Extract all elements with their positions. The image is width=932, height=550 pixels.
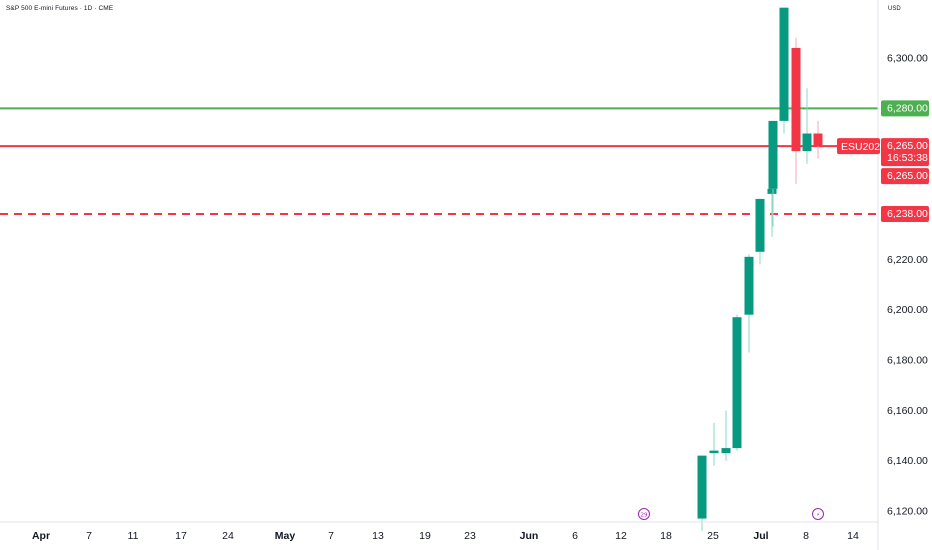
candle[interactable]	[721, 410, 731, 461]
y-tick-label: 6,220.00	[887, 254, 928, 266]
event-glyph: 29	[641, 513, 648, 519]
price-tag-last-extra[interactable]: 6,265.00	[881, 168, 929, 185]
x-tick-label: 12	[615, 530, 627, 542]
x-tick-label: 8	[803, 530, 809, 542]
candle-body	[709, 450, 719, 454]
x-tick-label: 25	[707, 530, 719, 542]
price-tag-resistance[interactable]: 6,280.00	[881, 100, 929, 117]
price-tag-resistance-text: 6,280.00	[887, 102, 928, 114]
candle[interactable]	[791, 37, 801, 184]
event-marker[interactable]: 29	[638, 508, 650, 520]
price-tag-last-extra-text: 6,265.00	[887, 170, 928, 182]
x-tick-label: 23	[464, 530, 476, 542]
y-tick-label: 6,200.00	[887, 304, 928, 316]
candle-body	[791, 47, 801, 152]
candle-body	[767, 188, 777, 194]
x-tick-label: May	[275, 530, 296, 542]
candle-body	[755, 198, 765, 252]
symbol-tag-text: ESU2025	[841, 141, 886, 153]
x-tick-label: 18	[660, 530, 672, 542]
x-tick-label: 24	[222, 530, 234, 542]
y-tick-label: 6,300.00	[887, 52, 928, 64]
candle[interactable]	[779, 7, 789, 134]
price-tag-support[interactable]: 6,238.00	[881, 206, 929, 223]
y-tick-label: 6,160.00	[887, 405, 928, 417]
x-tick-label: Jul	[753, 530, 768, 542]
x-tick-label: 14	[847, 530, 859, 542]
x-tick-label: 7	[86, 530, 92, 542]
candle-body	[813, 133, 823, 147]
candle[interactable]	[755, 198, 765, 265]
candle[interactable]	[744, 254, 754, 353]
price-tag-support-text: 6,238.00	[887, 208, 928, 220]
candle[interactable]	[768, 120, 778, 227]
candle-body	[802, 133, 812, 152]
candle-body	[768, 120, 778, 189]
candle-body	[721, 448, 731, 454]
candle-body	[744, 256, 754, 315]
x-tick-label: Apr	[32, 530, 50, 542]
candle[interactable]	[709, 422, 719, 466]
price-tag-last-text: 6,265.00	[887, 140, 928, 152]
x-tick-label: 13	[372, 530, 384, 542]
y-tick-label: 6,140.00	[887, 455, 928, 467]
currency-label[interactable]: USD	[888, 6, 901, 12]
x-tick-label: 6	[572, 530, 578, 542]
candle[interactable]	[697, 455, 707, 532]
x-tick-label: 7	[328, 530, 334, 542]
candle-body	[732, 317, 742, 449]
event-marker[interactable]: ⚡	[812, 508, 824, 520]
candle[interactable]	[802, 88, 812, 164]
y-tick-label: 6,120.00	[887, 506, 928, 518]
price-tag-last-text: 16:53:38	[887, 152, 928, 164]
y-tick-label: 6,180.00	[887, 354, 928, 366]
x-tick-label: 17	[175, 530, 187, 542]
x-tick-label: 19	[419, 530, 431, 542]
chart-title: S&P 500 E-mini Futures · 1D · CME	[6, 5, 114, 12]
candle[interactable]	[813, 120, 823, 159]
symbol-tag[interactable]: ESU2025	[837, 138, 886, 155]
x-tick-label: Jun	[520, 530, 539, 542]
event-glyph: ⚡	[816, 512, 820, 519]
candle[interactable]	[732, 314, 742, 451]
candle-body	[779, 7, 789, 121]
x-tick-label: 11	[128, 530, 139, 542]
candle-body	[697, 455, 707, 519]
